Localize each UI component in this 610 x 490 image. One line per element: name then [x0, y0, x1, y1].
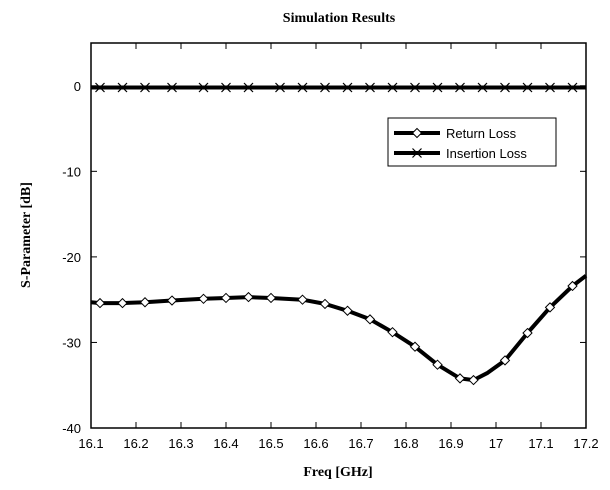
legend-label-return-loss: Return Loss	[446, 126, 517, 141]
return-loss-point	[544, 302, 556, 313]
insertion-loss-point	[567, 82, 578, 93]
y-tick-label: -20	[62, 250, 81, 265]
insertion-loss-point	[500, 82, 510, 93]
insertion-loss-point	[117, 82, 128, 93]
return-loss-point	[166, 295, 178, 306]
legend-label-insertion-loss: Insertion Loss	[446, 146, 527, 161]
return-loss-point	[567, 280, 578, 292]
x-axis-ticks: 16.1 16.2 16.3 16.4 16.5 16.6 16.7 16.8 16.9 17 17…	[78, 43, 599, 451]
insertion-loss-point	[365, 82, 375, 93]
x-tick-label: 16.8	[393, 436, 418, 451]
return-loss-point	[198, 293, 209, 305]
insertion-loss-point	[198, 82, 209, 93]
return-loss-point	[409, 341, 421, 352]
x-tick-label: 16.5	[258, 436, 283, 451]
x-tick-label: 16.9	[438, 436, 463, 451]
return-loss-point	[94, 297, 106, 309]
y-tick-label: -10	[62, 164, 81, 179]
x-tick-label: 16.4	[213, 436, 238, 451]
x-tick-label: 16.7	[348, 436, 373, 451]
insertion-loss-point	[221, 82, 231, 93]
legend-marker-insertion-loss	[412, 148, 422, 158]
insertion-loss-point	[140, 82, 150, 93]
return-loss-point	[342, 305, 353, 316]
return-loss-point	[117, 297, 128, 309]
legend-box	[387, 117, 557, 167]
return-loss-point	[139, 297, 151, 308]
chart-title: Simulation Results	[283, 11, 396, 26]
y-tick-label: -40	[62, 421, 81, 436]
insertion-loss-point	[342, 82, 353, 93]
return-loss-point	[432, 359, 443, 370]
insertion-loss-point	[545, 82, 555, 93]
y-tick-label: -30	[62, 335, 81, 350]
y-tick-label: 0	[74, 79, 81, 94]
return-loss-point	[454, 373, 466, 384]
return-loss-point	[468, 374, 479, 386]
x-tick-label: 16.1	[78, 436, 103, 451]
return-loss-point	[387, 326, 398, 338]
insertion-loss-point	[275, 82, 285, 93]
insertion-loss-point	[432, 82, 443, 93]
insertion-loss-point	[297, 82, 308, 93]
return-loss-point	[499, 355, 511, 366]
return-loss-point	[265, 292, 277, 304]
series-layer	[90, 82, 588, 386]
x-tick-label: 16.2	[123, 436, 148, 451]
insertion-loss-point	[455, 82, 465, 93]
insertion-loss-point	[167, 82, 177, 93]
legend-marker-return-loss	[411, 127, 423, 139]
x-axis-label: Freq [GHz]	[303, 465, 372, 480]
return-loss-point	[319, 298, 331, 310]
x-tick-label: 16.3	[168, 436, 193, 451]
insertion-loss-point	[410, 82, 420, 93]
insertion-loss-point	[320, 82, 330, 93]
insertion-loss-point	[522, 82, 533, 93]
x-tick-label: 16.6	[303, 436, 328, 451]
plot-area: 16.1 16.2 16.3 16.4 16.5 16.6 16.7 16.8 16.9 17 17…	[62, 42, 599, 451]
y-axis-label: S-Parameter [dB]	[19, 182, 34, 288]
return-loss-point	[522, 327, 533, 339]
insertion-loss-point	[243, 82, 254, 93]
plot-frame	[90, 42, 587, 429]
return-loss-point	[297, 294, 308, 305]
insertion-loss-point	[387, 82, 398, 93]
insertion-loss-point	[95, 82, 105, 93]
x-tick-label: 17.1	[528, 436, 553, 451]
x-tick-label: 17.2	[573, 436, 598, 451]
return-loss-point	[220, 292, 232, 304]
insertion-loss-point	[477, 82, 488, 93]
x-tick-label: 17	[489, 436, 503, 451]
return-loss-point	[243, 291, 254, 303]
legend: Return Loss Insertion Loss	[387, 117, 557, 167]
y-axis-ticks: 0 -10 -20 -30 -40	[62, 79, 586, 436]
return-loss-point	[364, 314, 376, 325]
